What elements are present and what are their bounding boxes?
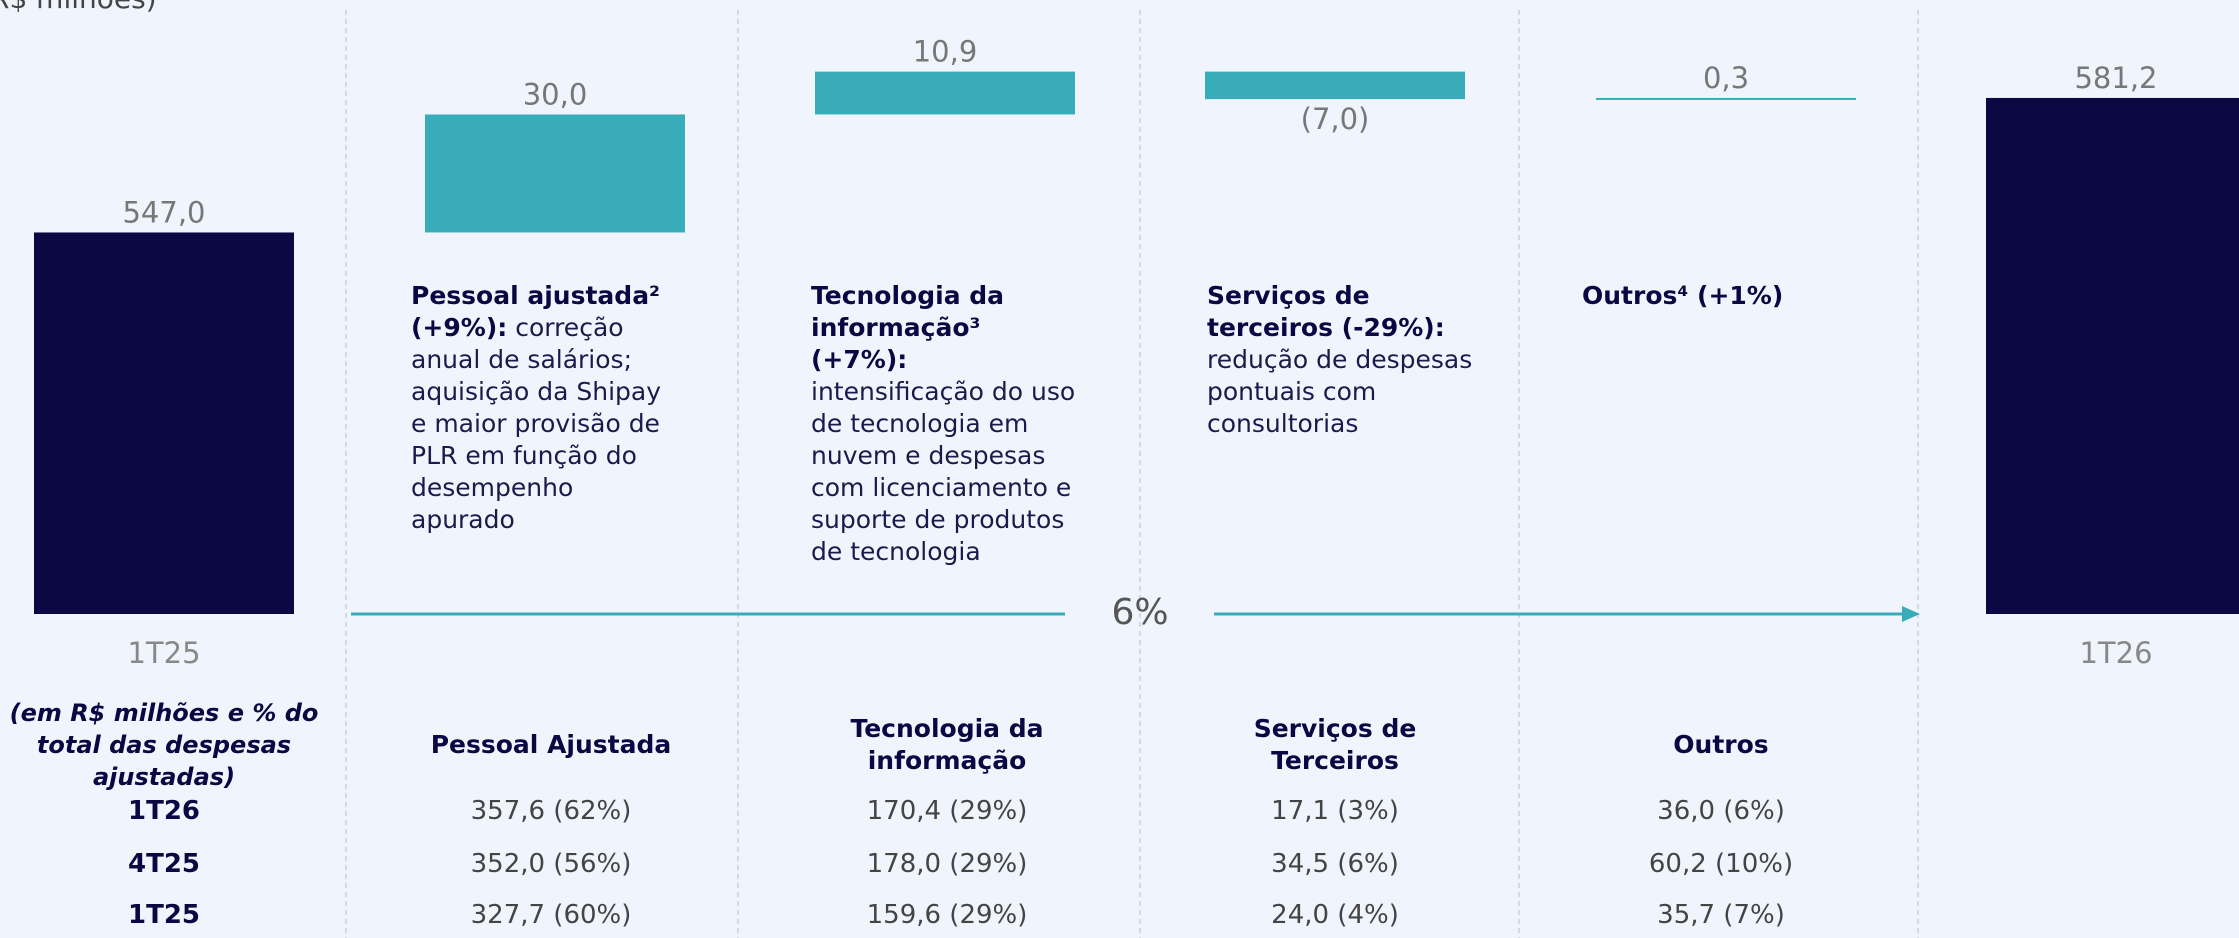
table-cell: 159,6 (29%) xyxy=(866,900,1028,930)
value-label: 30,0 xyxy=(523,77,588,111)
row-label: 1T26 xyxy=(127,796,201,826)
value-label: 0,3 xyxy=(1703,61,1749,95)
table-cell: 36,0 (6%) xyxy=(1657,796,1785,826)
table-cell: 60,2 (10%) xyxy=(1648,849,1794,879)
table-cell: 34,5 (6%) xyxy=(1271,849,1399,879)
annotation: Pessoal ajustada² (+9%): correção anual … xyxy=(411,280,681,536)
table-cell: 170,4 (29%) xyxy=(866,796,1028,826)
annotation-body: redução de despesas pontuais com consult… xyxy=(1207,345,1473,438)
table-cell: 357,6 (62%) xyxy=(470,796,632,826)
annotation-heading: Outros⁴ (+1%) xyxy=(1582,281,1784,310)
bar xyxy=(815,71,1075,115)
annotation-body: intensificação do uso de tecnologia em n… xyxy=(811,377,1076,566)
value-label: 581,2 xyxy=(2074,61,2157,95)
table-cell: 352,0 (56%) xyxy=(470,849,632,879)
annotation-body: correção anual de salários; aquisição da… xyxy=(411,313,662,534)
column-header: Tecnologia da informação xyxy=(850,714,1044,775)
category-label: 1T26 xyxy=(2079,636,2152,670)
annotation-heading: Tecnologia da informação³ (+7%): xyxy=(811,281,1005,374)
annotation: Serviços de terceiros (-29%): redução de… xyxy=(1207,280,1477,440)
annotation: Outros⁴ (+1%) xyxy=(1582,280,1852,312)
annotation-heading: Serviços de terceiros (-29%): xyxy=(1207,281,1445,342)
dividers xyxy=(345,10,1919,938)
table-corner: (em R$ milhões e % do total das despesas… xyxy=(9,699,319,791)
arrow-head xyxy=(1902,606,1920,622)
bar xyxy=(34,232,294,614)
bar xyxy=(1986,97,2239,615)
value-label: 547,0 xyxy=(122,195,205,229)
bar xyxy=(1205,71,1465,100)
annotation-heading: Pessoal ajustada² (+9%): xyxy=(411,281,661,342)
table-cell: 35,7 (7%) xyxy=(1657,900,1785,930)
column-header: Serviços de Terceiros xyxy=(1253,714,1417,775)
row-label: 4T25 xyxy=(127,849,201,879)
value-label: 10,9 xyxy=(913,35,978,69)
bar xyxy=(1596,97,1856,100)
growth-label: 6% xyxy=(1111,592,1168,633)
bar xyxy=(425,114,685,233)
subtitle: R$ milhões) xyxy=(0,0,157,15)
table-cell: 178,0 (29%) xyxy=(866,849,1028,879)
row-label: 1T25 xyxy=(127,900,201,930)
table-cell: 17,1 (3%) xyxy=(1271,796,1399,826)
value-label: (7,0) xyxy=(1301,102,1370,136)
column-header: Pessoal Ajustada xyxy=(430,730,672,759)
annotation: Tecnologia da informação³ (+7%): intensi… xyxy=(811,280,1081,568)
table-cell: 24,0 (4%) xyxy=(1271,900,1399,930)
column-header: Outros xyxy=(1673,730,1769,759)
table-cell: 327,7 (60%) xyxy=(470,900,632,930)
category-label: 1T25 xyxy=(127,636,200,670)
